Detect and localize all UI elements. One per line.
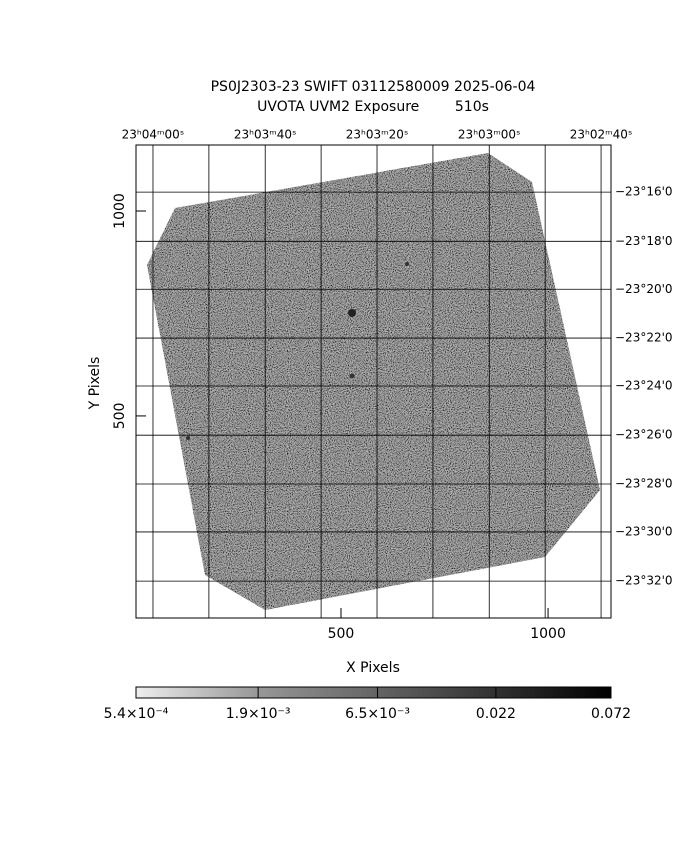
colorbar-tick-label: 0.072 [591,706,631,722]
ra-tick-label: 23ʰ02ᵐ40ˢ [570,128,633,142]
x-axis-label: X Pixels [346,660,400,676]
colorbar-tick-label: 0.022 [476,706,516,722]
ra-tick-label: 23ʰ03ᵐ40ˢ [234,128,297,142]
y-tick-label: 500 [112,403,128,430]
dec-tick-label: −23°26'0 [615,428,673,442]
dec-tick-label: −23°18'0 [615,234,673,248]
x-tick-label: 1000 [530,626,566,642]
colorbar-tick-label: 1.9×10⁻³ [226,706,291,722]
dec-tick-label: −23°28'0 [615,476,673,490]
dec-tick-label: −23°30'0 [615,524,673,538]
dec-tick-label: −23°22'0 [615,331,673,345]
exposure-image [147,153,600,610]
dec-tick-label: −23°16'0 [615,185,673,199]
chart-title: PS0J2303-23 SWIFT 03112580009 2025-06-04 [211,79,536,95]
colorbar-tick-label: 5.4×10⁻⁴ [104,706,169,722]
y-tick-label: 1000 [112,193,128,229]
ra-tick-label: 23ʰ04ᵐ00ˢ [122,128,185,142]
source [405,262,409,266]
dec-tick-label: −23°20'0 [615,282,673,296]
dec-tick-label: −23°32'0 [615,574,673,588]
source [348,309,356,317]
y-axis-label: Y Pixels [87,357,103,411]
colorbar-tick-label: 6.5×10⁻³ [345,706,410,722]
source [186,436,190,440]
plot-frame [135,144,612,619]
dec-tick-label: −23°24'0 [615,379,673,393]
source [349,373,355,379]
chart-subtitle: UVOTA UVM2 Exposure 510s [257,99,489,115]
x-tick-label: 500 [328,626,355,642]
ra-tick-label: 23ʰ03ᵐ20ˢ [346,128,409,142]
colorbar [135,686,612,699]
ra-tick-label: 23ʰ03ᵐ00ˢ [458,128,521,142]
